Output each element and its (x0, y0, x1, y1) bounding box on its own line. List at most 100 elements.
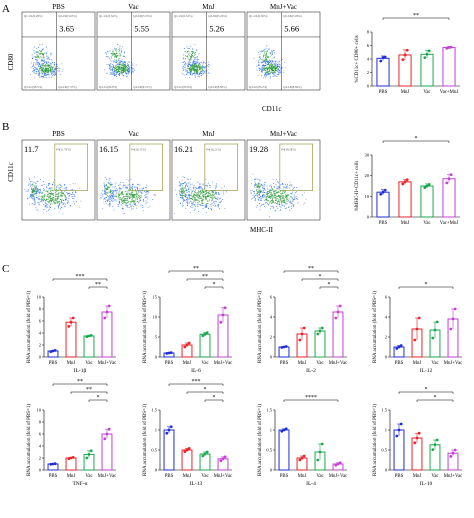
data-point (395, 434, 399, 438)
y-tick-label: 2 (39, 456, 41, 461)
y-tick-label: 4 (367, 57, 370, 62)
significance-label: ** (86, 387, 92, 393)
data-point (401, 182, 405, 186)
data-point (415, 327, 419, 331)
y-tick-label: 6 (367, 43, 370, 48)
flow-plot-a-value: 5.55 (134, 24, 149, 34)
significance-label: * (425, 282, 428, 288)
panel-b-y-marker: CD11c (7, 162, 15, 182)
x-tick-label: PBS (49, 474, 58, 479)
gate-label: P4(16.15%) (131, 147, 145, 151)
y-tick-label: 4 (385, 315, 388, 320)
x-tick-label: PBS (379, 90, 388, 95)
x-tick-label: MnJ (183, 361, 192, 366)
y-tick-label: 15 (153, 295, 158, 300)
bar-3 (101, 311, 113, 358)
data-point (427, 49, 431, 53)
significance-label: ** (77, 379, 83, 385)
data-point (453, 307, 457, 311)
y-axis-label: RNA accumulation (fold of PBS=1) (143, 404, 148, 476)
data-point (423, 56, 427, 60)
gene-label: IL-4 (306, 481, 316, 487)
x-tick-label: PBS (395, 361, 404, 366)
flow-plot-b-0: PBS P4(11.70%) 11.7 (21, 130, 96, 221)
gene-label: IL-1β (74, 368, 87, 374)
x-tick-label: Vac (201, 474, 208, 479)
x-tick-label: Vac (431, 474, 438, 479)
gate-label: Q1-UL(0.32%) (174, 14, 192, 18)
x-tick-label: Vac (316, 474, 323, 479)
data-point (298, 338, 302, 342)
x-tick-label: Vac+MnJ (440, 90, 459, 95)
data-point (431, 336, 435, 340)
x-tick-label: MnJ (401, 221, 410, 226)
flow-plot-a-2: MnJ Q1-UL(0.32%) Q2-UR(5.26%) Q3-LL(85.6%) Q… (171, 3, 246, 91)
data-point (205, 331, 209, 334)
flow-plot-b-value: 16.21 (174, 144, 193, 154)
gate-label: Q2-UR(5.26%) (208, 14, 227, 18)
panel-a-x-marker: CD11c (262, 105, 282, 113)
data-point (280, 429, 284, 433)
data-point (187, 447, 191, 450)
gate-label: Q1-UL(0.28%) (24, 14, 42, 18)
y-axis-label: RNA accumulation (fold of PBS=1) (373, 291, 378, 363)
data-point (298, 458, 302, 462)
data-point (334, 316, 338, 320)
flow-plot-b-title: PBS (52, 130, 65, 138)
data-point (445, 181, 449, 185)
data-point (107, 427, 111, 431)
data-point (105, 310, 109, 314)
y-tick-label: 10 (37, 295, 42, 300)
y-tick-label: 4 (39, 331, 42, 336)
data-point (103, 437, 107, 441)
data-point (107, 304, 111, 308)
gate-label: Q4-LR(7.57%) (58, 85, 76, 89)
y-tick-label: 5 (155, 335, 158, 340)
data-point (185, 343, 189, 347)
data-point (413, 441, 417, 445)
data-point (403, 180, 407, 184)
significance-label: ** (413, 13, 419, 19)
flow-plot-a-title: PBS (52, 3, 65, 11)
x-tick-label: Vac+MnJ (440, 221, 459, 226)
data-point (397, 428, 401, 432)
data-point (103, 316, 107, 320)
significance-label: * (97, 395, 100, 401)
x-tick-label: Vac (316, 361, 323, 366)
y-tick-label: 0 (385, 468, 388, 473)
data-point (53, 349, 57, 352)
y-tick-label: 0.5 (151, 448, 157, 453)
x-tick-label: PBS (280, 474, 289, 479)
x-tick-label: PBS (395, 474, 404, 479)
data-point (49, 462, 53, 466)
gate-box (204, 143, 239, 191)
gate-label: P4(19.28%) (281, 147, 295, 151)
gate-label: P4(11.70%) (56, 147, 70, 151)
y-axis-label: %CD11c+ CD80+ cells (355, 35, 360, 82)
y-tick-label: 8 (39, 307, 42, 312)
data-point (223, 306, 227, 310)
panel-letter-c: C (2, 263, 9, 275)
y-tick-label: 1.5 (266, 408, 272, 413)
data-point (67, 457, 71, 460)
x-tick-label: MnJ (413, 474, 422, 479)
y-tick-label: 0 (270, 468, 273, 473)
data-point (453, 448, 457, 452)
data-point (379, 192, 383, 196)
gate-label: Q4-LR(8.84%) (283, 85, 301, 89)
data-point (417, 316, 421, 320)
x-tick-label: Vac (85, 474, 92, 479)
bar-2 (420, 185, 434, 218)
y-tick-label: 10 (37, 408, 42, 413)
data-point (338, 461, 342, 465)
data-point (51, 462, 55, 466)
gate-label: Q2-UR(5.66%) (283, 14, 302, 18)
flow-plot-b-title: MnJ+Vac (270, 130, 297, 138)
panel-a-flow-plots: CD80 CD11c PBS Q1-UL(0.28%) Q2-UR(3.65%) Q3… (7, 3, 321, 113)
data-point (221, 457, 225, 461)
data-point (415, 436, 419, 440)
data-point (405, 178, 409, 182)
flow-plot-frame (96, 11, 171, 91)
